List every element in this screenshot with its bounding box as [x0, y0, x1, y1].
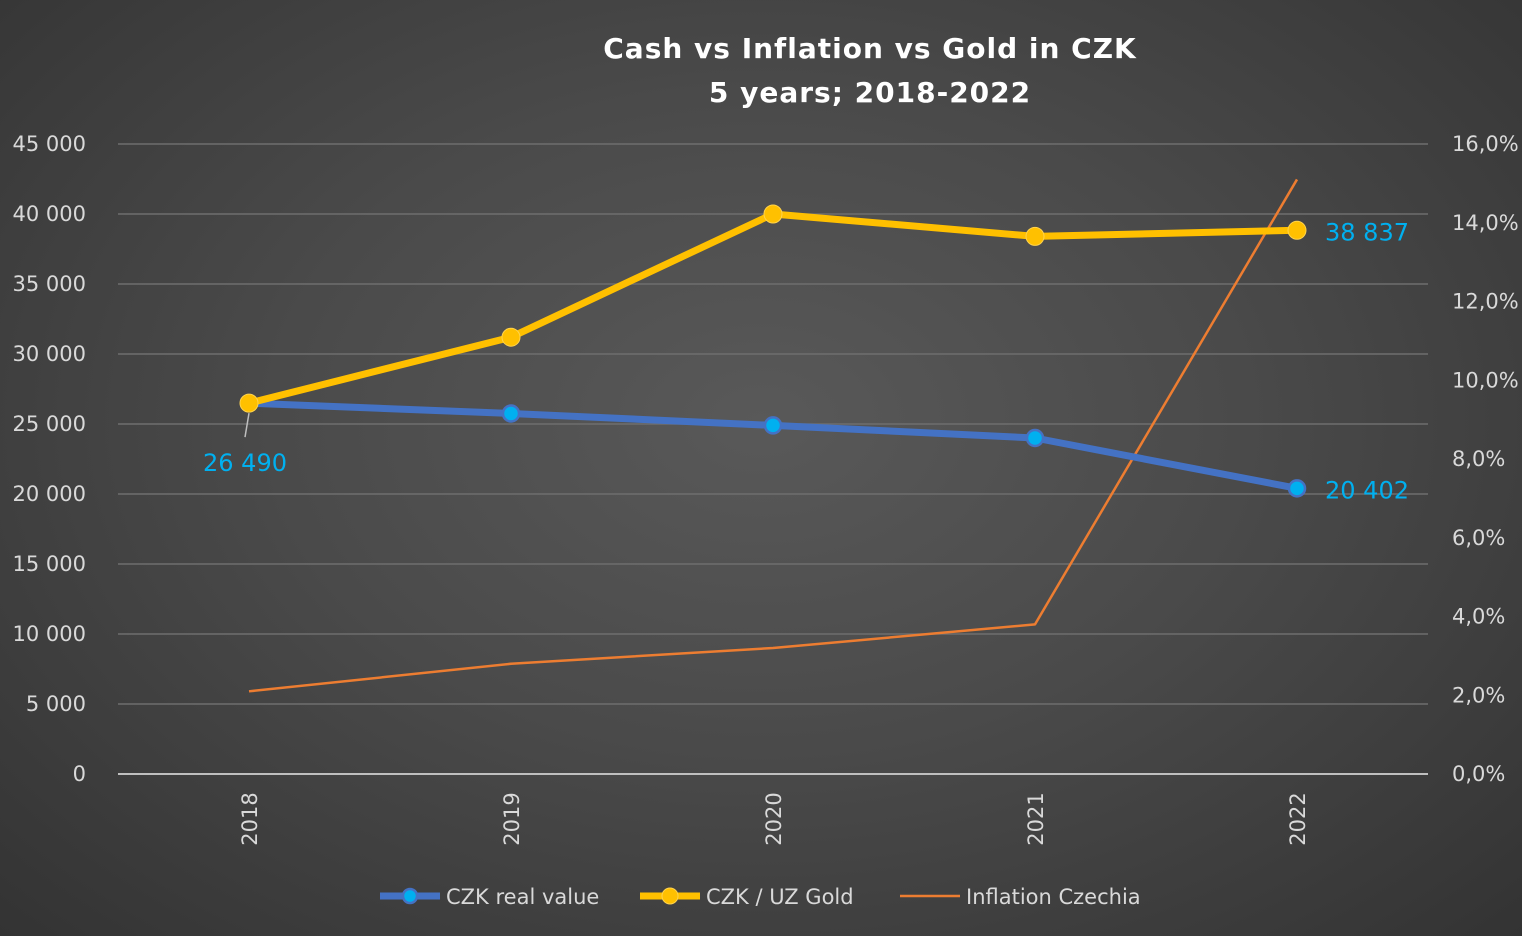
marker-czk-real-value: [501, 404, 521, 423]
right-tick-label: 4,0%: [1452, 605, 1505, 629]
series-line-inflation: [248, 178, 1299, 693]
x-tick-label: 2020: [762, 792, 786, 845]
legend-swatch-marker: [401, 887, 419, 905]
marker-czk-real-value: [763, 416, 783, 435]
left-tick-label: 30 000: [13, 342, 86, 366]
data-label: 20 402: [1325, 476, 1409, 504]
right-tick-label: 6,0%: [1452, 526, 1505, 550]
left-tick-label: 10 000: [13, 622, 86, 646]
left-tick-label: 25 000: [13, 412, 86, 436]
chart-subtitle: 5 years; 2018-2022: [709, 76, 1031, 109]
legend-label: CZK real value: [446, 885, 599, 909]
leader-line: [244, 413, 250, 438]
marker-czk-real-value: [1025, 428, 1045, 448]
marker-czk-gold: [239, 393, 259, 413]
legend: CZK real value CZK / UZ Gold Inflation Cze…: [380, 885, 1141, 909]
data-label: 26 490: [203, 449, 287, 477]
left-axis-ticks: 0 5 000 10 000 15 000 20 000 25 000 30 000 35 0…: [13, 132, 86, 786]
right-tick-label: 8,0%: [1452, 447, 1505, 471]
right-tick-label: 12,0%: [1452, 290, 1519, 314]
series-layer: [239, 178, 1307, 693]
x-axis-ticks: 2018 2019 2020 2021 2022: [238, 792, 1310, 845]
right-axis-ticks: 0,0% 2,0% 4,0% 6,0% 8,0% 10,0% 12,0% 14,0% 16,0%: [1452, 132, 1519, 786]
x-tick-label: 2022: [1286, 792, 1310, 845]
marker-czk-gold: [763, 204, 783, 224]
data-label: 38 837: [1325, 218, 1409, 246]
x-tick-label: 2021: [1024, 792, 1048, 845]
legend-label: Inflation Czechia: [966, 885, 1141, 909]
data-labels: 26 490 20 402 38 837: [203, 218, 1409, 504]
series-line-czk-gold: [245, 210, 1301, 407]
gridlines: [118, 143, 1428, 775]
left-tick-label: 20 000: [13, 482, 86, 506]
left-tick-label: 45 000: [13, 132, 86, 156]
legend-label: CZK / UZ Gold: [706, 885, 854, 909]
marker-czk-real-value: [1287, 479, 1307, 498]
right-tick-label: 10,0%: [1452, 368, 1519, 392]
legend-swatch-marker: [661, 887, 679, 905]
right-tick-label: 0,0%: [1452, 762, 1505, 786]
right-tick-label: 14,0%: [1452, 211, 1519, 235]
marker-czk-gold: [1287, 220, 1307, 240]
right-tick-label: 16,0%: [1452, 132, 1519, 156]
x-tick-label: 2019: [500, 792, 524, 845]
chart-title: Cash vs Inflation vs Gold in CZK: [603, 32, 1137, 65]
right-tick-label: 2,0%: [1452, 683, 1505, 707]
left-tick-label: 5 000: [26, 692, 86, 716]
left-tick-label: 35 000: [13, 272, 86, 296]
left-tick-label: 0: [73, 762, 86, 786]
marker-czk-gold: [1025, 226, 1045, 246]
left-tick-label: 40 000: [13, 202, 86, 226]
left-tick-label: 15 000: [13, 552, 86, 576]
x-tick-label: 2018: [238, 792, 262, 845]
marker-czk-gold: [501, 327, 521, 347]
